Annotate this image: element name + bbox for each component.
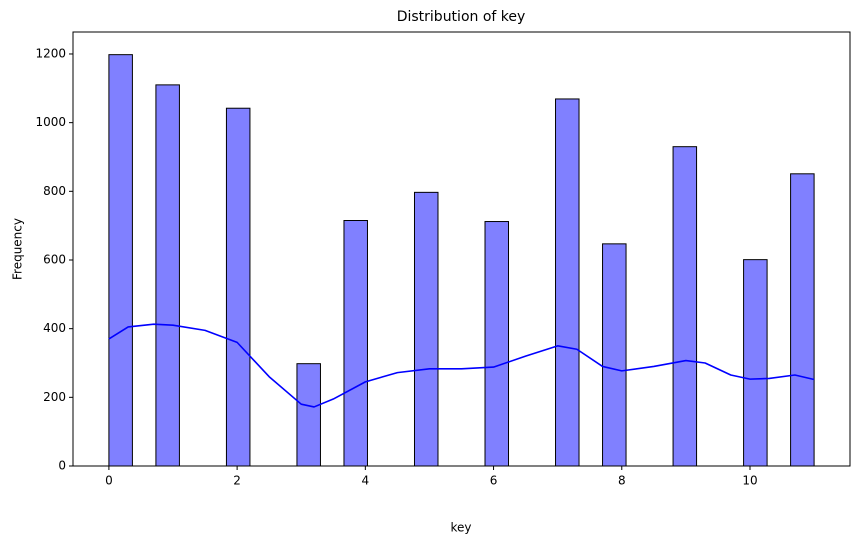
x-tick-label: 4 (362, 474, 370, 488)
x-tick-label: 10 (742, 474, 757, 488)
x-axis-label: key (450, 521, 471, 535)
bar (790, 173, 815, 467)
y-tick-label: 1200 (35, 46, 66, 60)
x-tick-label: 0 (105, 474, 113, 488)
y-tick-label: 800 (43, 184, 66, 198)
bar (484, 221, 510, 467)
y-tick-label: 0 (58, 459, 66, 473)
bar (155, 84, 180, 467)
bar (555, 98, 580, 467)
plot-frame (72, 31, 851, 467)
bar (413, 191, 439, 467)
bar (602, 243, 627, 467)
y-axis-label: Frequency (11, 218, 25, 280)
bar (743, 259, 768, 467)
y-tick-label: 400 (43, 321, 66, 335)
kde-line (108, 323, 815, 408)
bar (343, 220, 368, 467)
y-tick-label: 600 (43, 252, 66, 266)
y-tick-label: 1000 (35, 115, 66, 129)
chart-title: Distribution of key (397, 9, 526, 25)
bar (296, 363, 321, 467)
x-tick-label: 8 (618, 474, 626, 488)
x-tick-label: 2 (233, 474, 241, 488)
y-tick-label: 200 (43, 390, 66, 404)
bar (108, 54, 133, 467)
bar (225, 107, 251, 467)
bar (672, 146, 698, 467)
x-tick-label: 6 (490, 474, 498, 488)
